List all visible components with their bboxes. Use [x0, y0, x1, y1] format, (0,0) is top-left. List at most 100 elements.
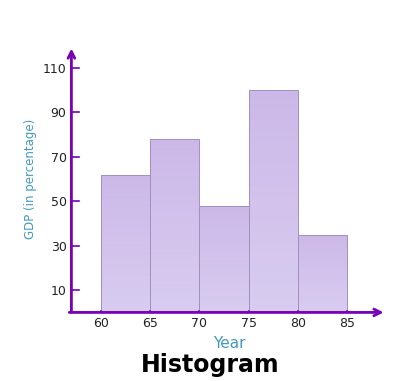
Bar [249, 131, 298, 134]
Bar [150, 214, 200, 217]
Bar [200, 208, 249, 209]
Bar [249, 287, 298, 290]
Bar [298, 298, 347, 299]
Bar [200, 216, 249, 218]
Bar [200, 277, 249, 279]
Bar [101, 264, 150, 266]
Bar [298, 292, 347, 293]
Bar [101, 230, 150, 232]
Bar [200, 218, 249, 220]
Bar [150, 185, 200, 188]
Bar [249, 220, 298, 224]
Bar [200, 213, 249, 215]
Bar [101, 211, 150, 214]
Bar [150, 232, 200, 234]
Bar [249, 175, 298, 179]
Bar [200, 206, 249, 312]
Bar [101, 200, 150, 202]
Bar [298, 285, 347, 287]
Bar [101, 248, 150, 250]
Bar [298, 271, 347, 272]
Bar [200, 286, 249, 288]
Bar [101, 303, 150, 306]
Bar [200, 225, 249, 227]
Bar [200, 209, 249, 211]
Bar [298, 244, 347, 245]
Bar [150, 263, 200, 266]
Bar [249, 209, 298, 213]
Bar [101, 191, 150, 193]
Bar [150, 307, 200, 309]
Bar [150, 234, 200, 237]
Bar [298, 296, 347, 297]
Bar [101, 193, 150, 195]
Bar [249, 149, 298, 153]
Bar [150, 287, 200, 289]
Bar [249, 283, 298, 287]
Bar [298, 311, 347, 312]
Bar [298, 288, 347, 289]
Bar [249, 109, 298, 112]
Bar [200, 291, 249, 293]
Bar [200, 275, 249, 277]
Bar [150, 258, 200, 261]
Bar [200, 289, 249, 291]
Bar [249, 216, 298, 220]
Bar [101, 271, 150, 274]
Bar [249, 213, 298, 216]
Bar [249, 183, 298, 186]
Bar [249, 298, 298, 301]
Bar [249, 112, 298, 116]
Bar [101, 296, 150, 299]
Bar [298, 276, 347, 277]
Bar [249, 264, 298, 268]
Bar [101, 250, 150, 253]
Bar [200, 309, 249, 311]
Bar [298, 293, 347, 294]
Bar [298, 236, 347, 237]
Bar [101, 285, 150, 287]
Bar [200, 295, 249, 296]
Bar [298, 309, 347, 310]
Bar [101, 243, 150, 246]
Bar [200, 220, 249, 222]
Bar [101, 266, 150, 269]
Bar [200, 211, 249, 213]
Bar [200, 222, 249, 224]
Bar [150, 150, 200, 154]
Bar [150, 174, 200, 177]
Bar [101, 262, 150, 264]
Bar [298, 307, 347, 309]
Bar [150, 292, 200, 295]
Bar [298, 257, 347, 258]
Bar [298, 239, 347, 240]
Bar [101, 278, 150, 280]
Bar [101, 283, 150, 285]
Bar [249, 198, 298, 201]
Bar [298, 277, 347, 279]
Bar [101, 292, 150, 294]
Bar [298, 246, 347, 248]
Bar [200, 206, 249, 208]
Bar [101, 232, 150, 234]
Bar [298, 281, 347, 283]
Bar [249, 164, 298, 168]
Bar [298, 264, 347, 266]
Bar [298, 262, 347, 263]
Bar [101, 290, 150, 292]
Bar [200, 266, 249, 268]
Bar [298, 266, 347, 267]
Bar [101, 181, 150, 184]
Bar [150, 229, 200, 232]
Bar [200, 224, 249, 225]
Bar [200, 264, 249, 266]
Bar [200, 234, 249, 236]
Bar [249, 205, 298, 209]
Bar [101, 216, 150, 218]
Bar [200, 296, 249, 298]
Bar [101, 221, 150, 223]
Bar [200, 307, 249, 309]
Bar [249, 190, 298, 194]
Bar [200, 284, 249, 286]
Bar [249, 235, 298, 239]
